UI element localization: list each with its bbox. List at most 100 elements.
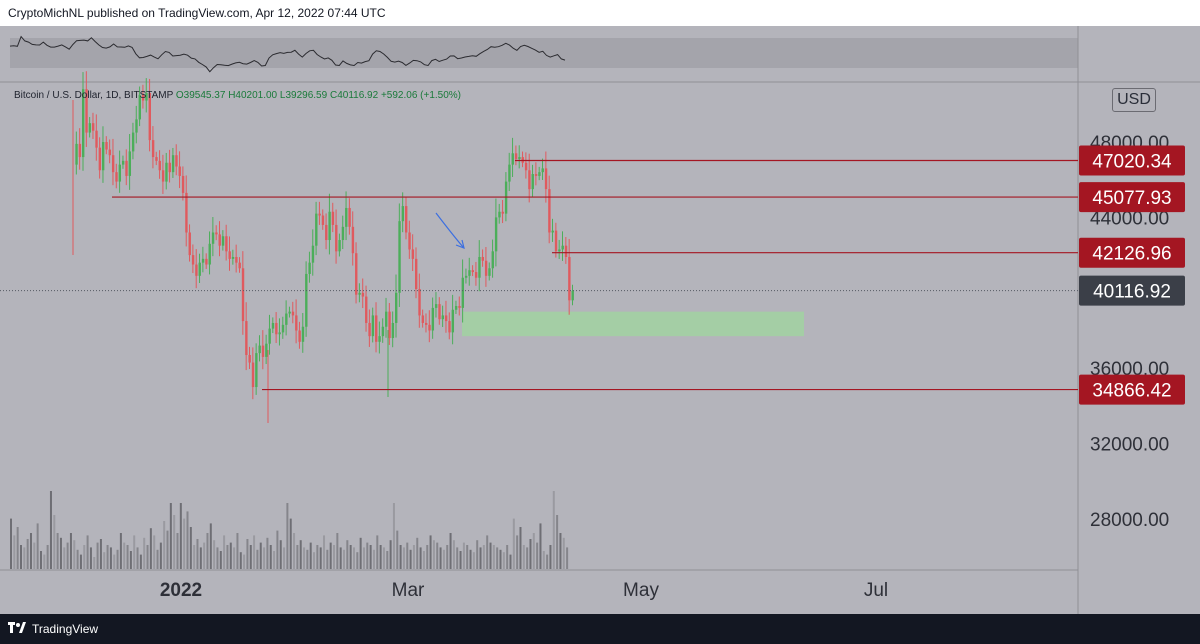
- volume-bar: [213, 540, 216, 569]
- volume-bar: [59, 537, 62, 569]
- time-axis[interactable]: 2022 Mar May Jul: [160, 580, 888, 601]
- volume-bar: [189, 527, 192, 569]
- volume-bar: [229, 542, 232, 569]
- volume-bar: [53, 515, 56, 569]
- volume-bar: [196, 539, 199, 569]
- candle-body: [315, 213, 318, 246]
- candle-body: [451, 309, 455, 333]
- change-value: +592.06 (+1.50%): [380, 90, 462, 101]
- volume-bar: [10, 518, 12, 569]
- volume-bar: [336, 533, 339, 569]
- candle-body: [248, 355, 251, 363]
- volume-bar: [459, 551, 462, 569]
- volume-bar: [289, 518, 292, 569]
- candle-body: [388, 311, 391, 339]
- volume-bar: [489, 542, 492, 569]
- volume-bar: [349, 545, 352, 569]
- volume-bar: [372, 549, 375, 569]
- candle-body: [441, 315, 445, 320]
- volume-bar: [446, 545, 449, 569]
- volume-bar: [169, 503, 172, 569]
- volume-bar: [26, 539, 29, 569]
- candle-body: [331, 211, 335, 225]
- candle-body: [278, 332, 281, 335]
- candle-body: [345, 207, 348, 227]
- candle-body: [275, 322, 278, 335]
- volume-bar: [326, 549, 329, 569]
- candle-body: [325, 224, 328, 241]
- volume-bar: [146, 545, 149, 569]
- candle-body: [115, 172, 118, 182]
- support-zone: [462, 311, 804, 337]
- candle-body: [524, 162, 528, 171]
- volume-bar: [243, 554, 246, 569]
- volume-bar: [343, 549, 345, 569]
- level-badge-bg: [1079, 145, 1185, 176]
- candle-body: [291, 311, 295, 316]
- volume-bar: [333, 545, 336, 569]
- price-badges: 47020.34 45077.93 42126.96 34866.42 40116.92: [1079, 145, 1185, 405]
- candle-body: [385, 311, 388, 327]
- candles: [72, 71, 574, 423]
- y-tick-label: 44000.00: [1090, 208, 1169, 229]
- volume-bar: [303, 547, 306, 569]
- volume-bar: [113, 554, 116, 569]
- volume-bar: [33, 542, 36, 569]
- volume-bar: [422, 551, 425, 569]
- y-tick-label: 28000.00: [1090, 510, 1169, 531]
- volume-bar: [509, 554, 512, 569]
- candle-body: [511, 153, 514, 165]
- publish-info: CryptoMichNL published on TradingView.co…: [0, 0, 1200, 26]
- candle-body: [238, 262, 241, 269]
- volume-bar: [482, 545, 485, 569]
- volume-bar: [83, 545, 86, 569]
- volume-bar: [39, 551, 42, 569]
- candle-body: [131, 132, 135, 152]
- candle-body: [95, 130, 98, 148]
- volume-bar: [133, 535, 136, 569]
- currency-button[interactable]: USD: [1112, 88, 1156, 112]
- volume-bar: [159, 542, 162, 569]
- candle-body: [365, 296, 368, 323]
- candle-body: [548, 189, 551, 233]
- volume-bar: [559, 533, 562, 569]
- volume-bar: [219, 551, 222, 569]
- candle-body: [468, 270, 471, 276]
- candle-body: [568, 256, 571, 301]
- volume-bar: [396, 530, 399, 569]
- volume-bar: [532, 533, 535, 569]
- candle-body: [391, 322, 395, 339]
- candle-body: [428, 324, 431, 331]
- open-value: O39545.37: [175, 90, 226, 101]
- volume-bar: [556, 515, 559, 569]
- volume-bar: [209, 523, 212, 569]
- candle-body: [308, 262, 311, 274]
- volume-bar: [392, 503, 395, 569]
- candle-body: [481, 256, 484, 261]
- candle-body: [558, 249, 561, 252]
- candle-body: [195, 264, 198, 276]
- candle-body: [411, 249, 415, 259]
- candle-body: [488, 268, 491, 276]
- volume-bar: [346, 540, 349, 569]
- volume-bar: [139, 554, 142, 569]
- candle-body: [221, 236, 225, 246]
- volume-bar: [526, 547, 529, 569]
- y-tick-label: 32000.00: [1090, 435, 1169, 456]
- volume-bar: [236, 533, 239, 569]
- candle-body: [305, 273, 308, 327]
- current-price-badge: 40116.92: [1093, 282, 1171, 303]
- oscillator-line: [9, 35, 566, 73]
- candle-body: [285, 313, 288, 325]
- volume-bar: [173, 515, 176, 569]
- candle-body: [431, 307, 435, 331]
- volume-bar: [273, 551, 276, 569]
- candle-body: [165, 162, 168, 182]
- volume-bar: [356, 552, 359, 569]
- candle-body: [571, 290, 574, 301]
- candle-body: [141, 94, 145, 101]
- volume-bar: [73, 540, 76, 569]
- tradingview-brand: TradingView: [32, 622, 99, 636]
- volume-bar: [542, 551, 545, 569]
